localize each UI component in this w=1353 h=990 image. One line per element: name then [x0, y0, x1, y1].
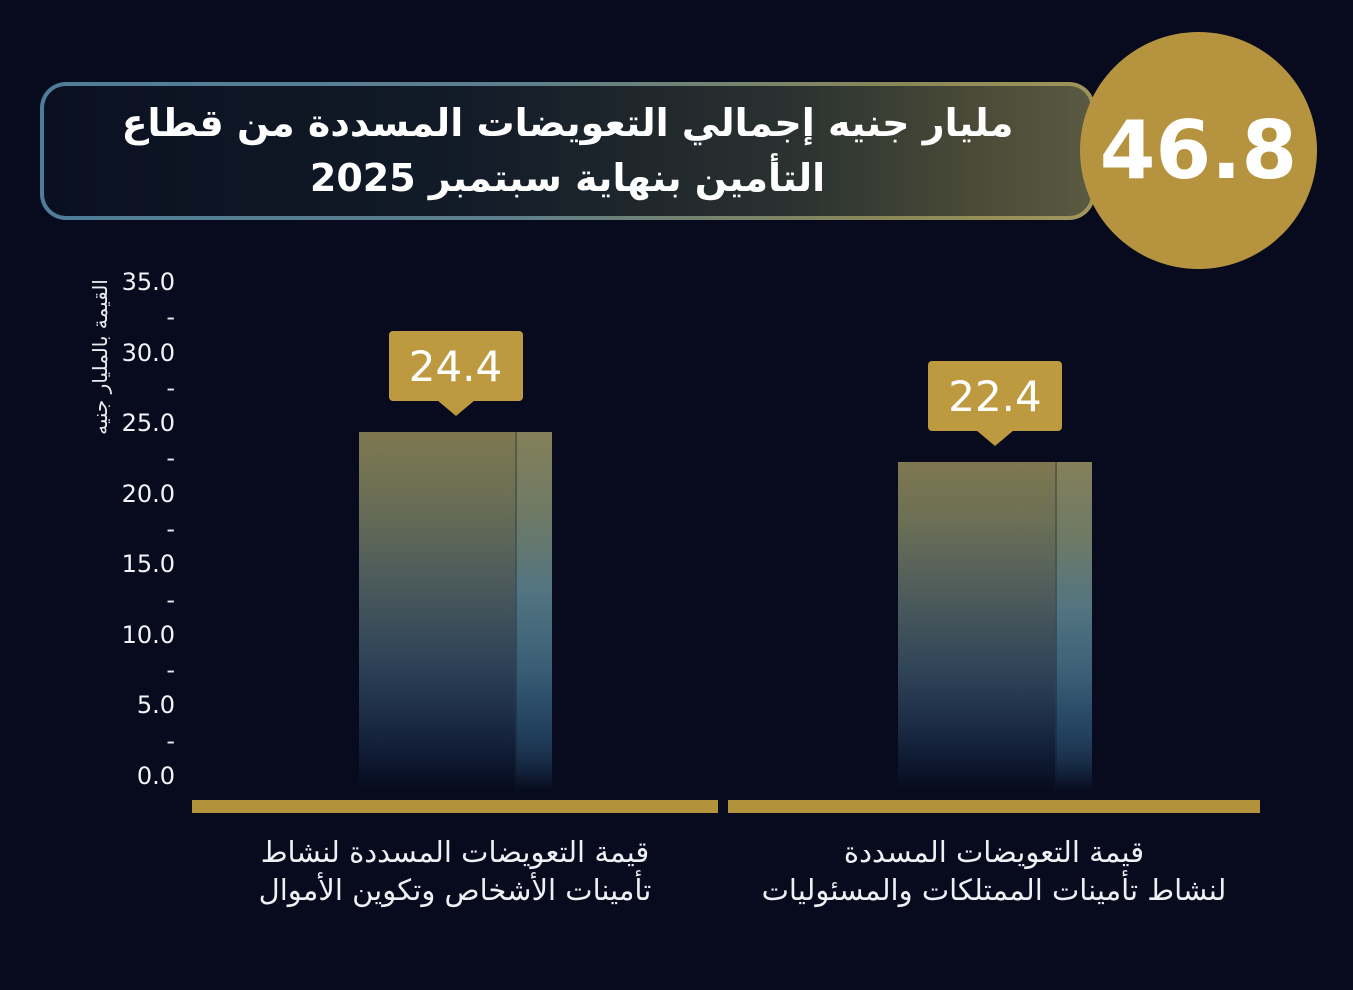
y-axis-tick-label: 5.0 [136, 691, 175, 720]
bar-highlight [1055, 462, 1092, 790]
bar-highlight [515, 432, 552, 790]
page-title-line-1: مليار جنيه إجمالي التعويضات المسددة من ق… [121, 101, 1014, 145]
x-axis-line-left [192, 800, 718, 813]
title-box: مليار جنيه إجمالي التعويضات المسددة من ق… [44, 86, 1091, 216]
category-label-line: قيمة التعويضات المسددة [843, 835, 1145, 869]
y-axis-tick-label: 15.0 [121, 550, 175, 579]
y-axis-tick-label: 10.0 [121, 620, 175, 649]
value-label: 22.4 [948, 371, 1042, 421]
y-axis-minor-tick: - [166, 444, 175, 473]
x-axis-line-right [728, 800, 1260, 813]
bar-column-property-insurance: 22.4 [898, 361, 1092, 790]
y-axis-tick-label: 20.0 [121, 479, 175, 508]
y-axis-minor-tick: - [166, 514, 175, 543]
total-badge-value: 46.8 [1099, 104, 1298, 197]
y-axis-tick-label: 0.0 [136, 761, 175, 790]
total-badge: 46.8 [1080, 32, 1317, 269]
page-title-line-2: التأمين بنهاية سبتمبر 2025 [309, 156, 826, 200]
bar-column-persons-insurance: 24.4 [359, 331, 552, 790]
category-label-line: قيمة التعويضات المسددة لنشاط [260, 835, 650, 869]
category-label-line: لنشاط تأمينات الممتلكات والمسئوليات [761, 873, 1227, 907]
y-axis-minor-tick: - [166, 656, 175, 685]
value-callout: 22.4 [928, 361, 1062, 431]
category-label-property-insurance: قيمة التعويضات المسددة لنشاط تأمينات الم… [728, 833, 1260, 909]
category-label-line: تأمينات الأشخاص وتكوين الأموال [258, 873, 652, 907]
y-axis-ticks: 35.0 - 30.0 - 25.0 - 20.0 - 15.0 - 10.0 - 5.0 - 0.0 [60, 269, 175, 789]
title-box-frame: مليار جنيه إجمالي التعويضات المسددة من ق… [40, 82, 1095, 220]
bar [898, 462, 1092, 790]
y-axis-tick-label: 30.0 [121, 338, 175, 367]
y-axis-minor-tick: - [166, 726, 175, 755]
y-axis-minor-tick: - [166, 303, 175, 332]
value-label: 24.4 [408, 341, 503, 391]
bar [359, 432, 552, 790]
y-axis-tick-label: 35.0 [121, 268, 175, 296]
category-label-persons-insurance: قيمة التعويضات المسددة لنشاط تأمينات الأ… [192, 833, 718, 909]
y-axis-minor-tick: - [166, 373, 175, 402]
value-callout: 24.4 [388, 331, 523, 401]
y-axis-minor-tick: - [166, 585, 175, 614]
y-axis-tick-label: 25.0 [121, 409, 175, 438]
